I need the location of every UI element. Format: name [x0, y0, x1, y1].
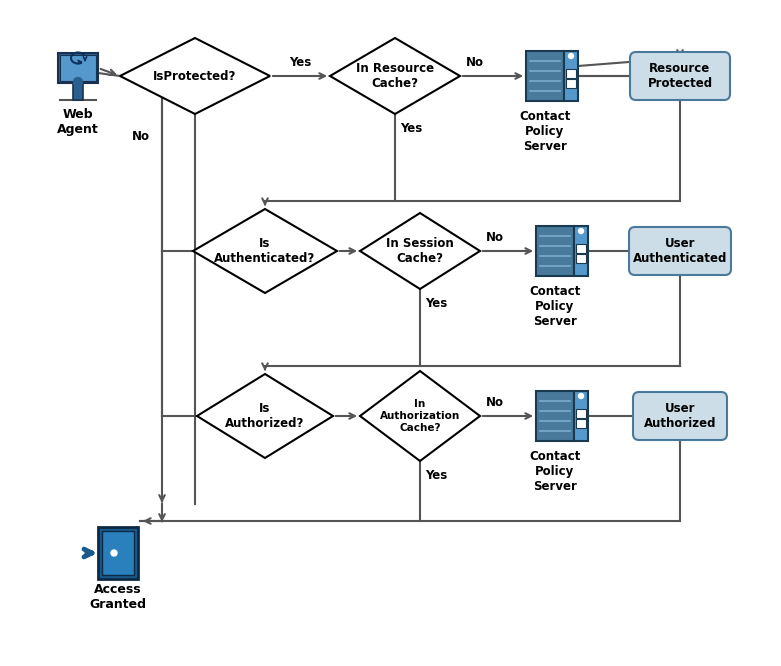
- Text: Is
Authenticated?: Is Authenticated?: [214, 237, 316, 265]
- Polygon shape: [120, 38, 270, 114]
- Circle shape: [569, 53, 573, 59]
- Text: No: No: [486, 231, 504, 244]
- Circle shape: [579, 228, 583, 234]
- FancyBboxPatch shape: [576, 254, 586, 263]
- FancyBboxPatch shape: [576, 409, 586, 418]
- FancyBboxPatch shape: [60, 55, 96, 81]
- FancyBboxPatch shape: [564, 51, 578, 101]
- FancyBboxPatch shape: [73, 84, 83, 100]
- Text: Yes: Yes: [400, 122, 423, 135]
- Text: No: No: [486, 396, 504, 409]
- Text: IsProtected?: IsProtected?: [153, 69, 237, 83]
- FancyBboxPatch shape: [566, 69, 576, 78]
- FancyBboxPatch shape: [536, 226, 574, 276]
- Text: Contact
Policy
Server: Contact Policy Server: [530, 285, 581, 328]
- Text: Web
Agent: Web Agent: [57, 108, 99, 136]
- Circle shape: [73, 77, 83, 87]
- FancyBboxPatch shape: [574, 226, 588, 276]
- Text: Contact
Policy
Server: Contact Policy Server: [519, 110, 571, 153]
- Text: In Resource
Cache?: In Resource Cache?: [356, 62, 434, 90]
- FancyBboxPatch shape: [633, 392, 727, 440]
- Text: In Session
Cache?: In Session Cache?: [386, 237, 454, 265]
- Text: Yes: Yes: [425, 297, 448, 310]
- Circle shape: [111, 550, 117, 556]
- FancyBboxPatch shape: [102, 531, 134, 575]
- FancyBboxPatch shape: [536, 391, 574, 441]
- Circle shape: [579, 394, 583, 398]
- Text: User
Authorized: User Authorized: [644, 402, 716, 430]
- Text: No: No: [132, 129, 150, 143]
- Text: Resource
Protected: Resource Protected: [647, 62, 712, 90]
- Text: User
Authenticated: User Authenticated: [633, 237, 727, 265]
- FancyBboxPatch shape: [629, 227, 731, 275]
- Text: In
Authorization
Cache?: In Authorization Cache?: [380, 400, 460, 433]
- Polygon shape: [197, 374, 333, 458]
- FancyBboxPatch shape: [526, 51, 564, 101]
- FancyBboxPatch shape: [58, 53, 98, 83]
- Text: Yes: Yes: [289, 56, 311, 69]
- FancyBboxPatch shape: [630, 52, 730, 100]
- FancyBboxPatch shape: [574, 391, 588, 441]
- Polygon shape: [193, 209, 337, 293]
- FancyBboxPatch shape: [576, 244, 586, 253]
- Text: Is
Authorized?: Is Authorized?: [225, 402, 305, 430]
- Polygon shape: [360, 371, 480, 461]
- Text: Yes: Yes: [425, 469, 448, 482]
- Polygon shape: [360, 213, 480, 289]
- Polygon shape: [330, 38, 460, 114]
- FancyBboxPatch shape: [566, 79, 576, 88]
- FancyBboxPatch shape: [576, 419, 586, 428]
- FancyBboxPatch shape: [98, 527, 138, 579]
- Text: Access
Granted: Access Granted: [90, 583, 147, 611]
- Text: Contact
Policy
Server: Contact Policy Server: [530, 450, 581, 493]
- Text: No: No: [466, 56, 484, 69]
